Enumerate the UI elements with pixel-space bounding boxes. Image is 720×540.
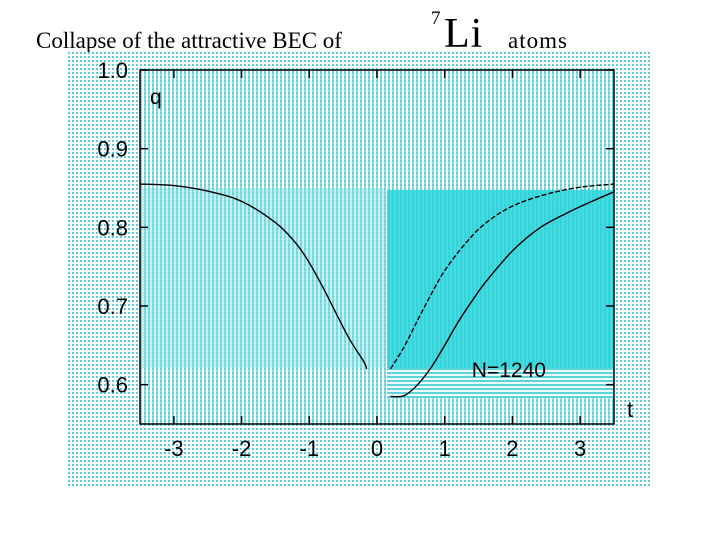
x-tick-label: -1 xyxy=(300,436,320,461)
series-line-3 xyxy=(390,191,615,398)
x-tick-label: -3 xyxy=(164,436,184,461)
curves xyxy=(139,183,615,398)
series-line-1 xyxy=(139,183,368,370)
x-tick-label: 1 xyxy=(439,436,451,461)
y-axis: 0.6 0.7 0.8 0.9 1.0 xyxy=(97,58,614,398)
left-shaded-band xyxy=(140,188,385,368)
y-tick-label: 0.7 xyxy=(97,294,128,319)
x-axis: -3 -2 -1 0 1 2 3 xyxy=(164,70,586,461)
x-tick-label: 0 xyxy=(371,436,383,461)
y-tick-label: 1.0 xyxy=(97,58,128,83)
y-tick-label: 0.6 xyxy=(97,373,128,398)
x-tick-label: 2 xyxy=(506,436,518,461)
isotope-mass-number: 7 xyxy=(431,8,441,29)
slide-title: Collapse of the attractive BEC of 7 Li a… xyxy=(0,0,720,70)
title-prefix: Collapse of the attractive BEC of xyxy=(36,28,342,53)
annotation-n-value: N=1240 xyxy=(472,359,546,382)
right-panel-stripes xyxy=(387,368,613,398)
y-tick-label: 0.8 xyxy=(97,215,128,240)
series-line-2-dashed xyxy=(389,183,615,370)
y-axis-label: q xyxy=(150,86,162,109)
x-axis-label: t xyxy=(627,397,633,422)
right-cyan-panel xyxy=(387,190,613,398)
isotope-element-symbol: Li xyxy=(444,11,484,57)
x-tick-label: -2 xyxy=(232,436,252,461)
title-suffix: atoms xyxy=(508,28,568,53)
y-tick-label: 0.9 xyxy=(97,137,128,162)
x-tick-label: 3 xyxy=(574,436,586,461)
